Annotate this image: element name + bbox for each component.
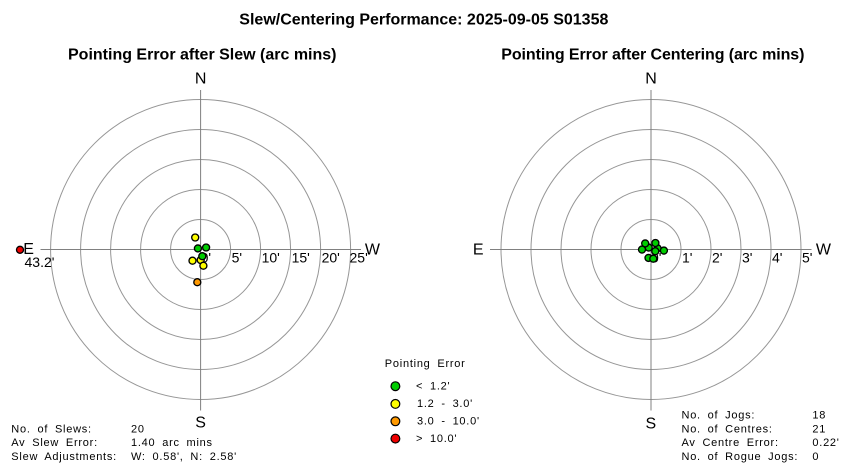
svg-text:1.2 - 3.0': 1.2 - 3.0' bbox=[417, 398, 473, 410]
svg-text:20': 20' bbox=[322, 250, 340, 266]
svg-text:5': 5' bbox=[232, 250, 242, 266]
svg-text:No. of Jogs:: No. of Jogs: bbox=[682, 410, 756, 422]
svg-text:Slew Adjustments:: Slew Adjustments: bbox=[11, 451, 117, 463]
svg-text:0: 0 bbox=[812, 451, 819, 463]
svg-text:E: E bbox=[473, 241, 484, 258]
svg-text:No. of Slews:: No. of Slews: bbox=[11, 423, 92, 435]
svg-text:21: 21 bbox=[812, 423, 826, 435]
svg-text:E: E bbox=[23, 241, 34, 258]
svg-text:Slew/Centering Performance: 20: Slew/Centering Performance: 2025-09-05 S… bbox=[239, 11, 608, 28]
svg-text:W: W bbox=[816, 241, 832, 258]
svg-text:Pointing Error after Centering: Pointing Error after Centering (arc mins… bbox=[501, 46, 804, 63]
svg-text:2': 2' bbox=[712, 250, 722, 266]
svg-text:Av Centre Error:: Av Centre Error: bbox=[682, 437, 779, 449]
svg-text:Pointing Error: Pointing Error bbox=[385, 358, 466, 370]
svg-text:25': 25' bbox=[350, 250, 368, 266]
svg-text:0.22': 0.22' bbox=[812, 437, 839, 449]
svg-text:4': 4' bbox=[772, 250, 782, 266]
svg-text:S: S bbox=[645, 415, 656, 432]
svg-text:No. of Centres:: No. of Centres: bbox=[682, 423, 773, 435]
svg-text:10': 10' bbox=[262, 250, 280, 266]
svg-text:18: 18 bbox=[812, 410, 826, 422]
svg-text:3': 3' bbox=[742, 250, 752, 266]
svg-text:Av Slew Error:: Av Slew Error: bbox=[11, 437, 98, 449]
svg-text:20: 20 bbox=[131, 423, 145, 435]
svg-text:15': 15' bbox=[292, 250, 310, 266]
svg-text:No. of Rogue Jogs:: No. of Rogue Jogs: bbox=[682, 451, 799, 463]
svg-text:W: W bbox=[365, 241, 381, 258]
svg-text:5': 5' bbox=[802, 250, 812, 266]
svg-text:< 1.2': < 1.2' bbox=[416, 380, 450, 392]
svg-text:1.40 arc mins: 1.40 arc mins bbox=[131, 437, 213, 449]
svg-text:S: S bbox=[195, 415, 206, 432]
svg-text:3.0 - 10.0': 3.0 - 10.0' bbox=[417, 416, 480, 428]
svg-text:43.2': 43.2' bbox=[25, 254, 55, 270]
svg-text:W: 0.58', N: 2.58': W: 0.58', N: 2.58' bbox=[131, 451, 237, 463]
svg-text:N: N bbox=[195, 71, 207, 88]
svg-text:> 10.0': > 10.0' bbox=[416, 433, 457, 445]
svg-text:1': 1' bbox=[682, 250, 692, 266]
svg-text:Pointing Error after Slew (arc: Pointing Error after Slew (arc mins) bbox=[68, 46, 337, 63]
svg-text:N: N bbox=[645, 71, 657, 88]
